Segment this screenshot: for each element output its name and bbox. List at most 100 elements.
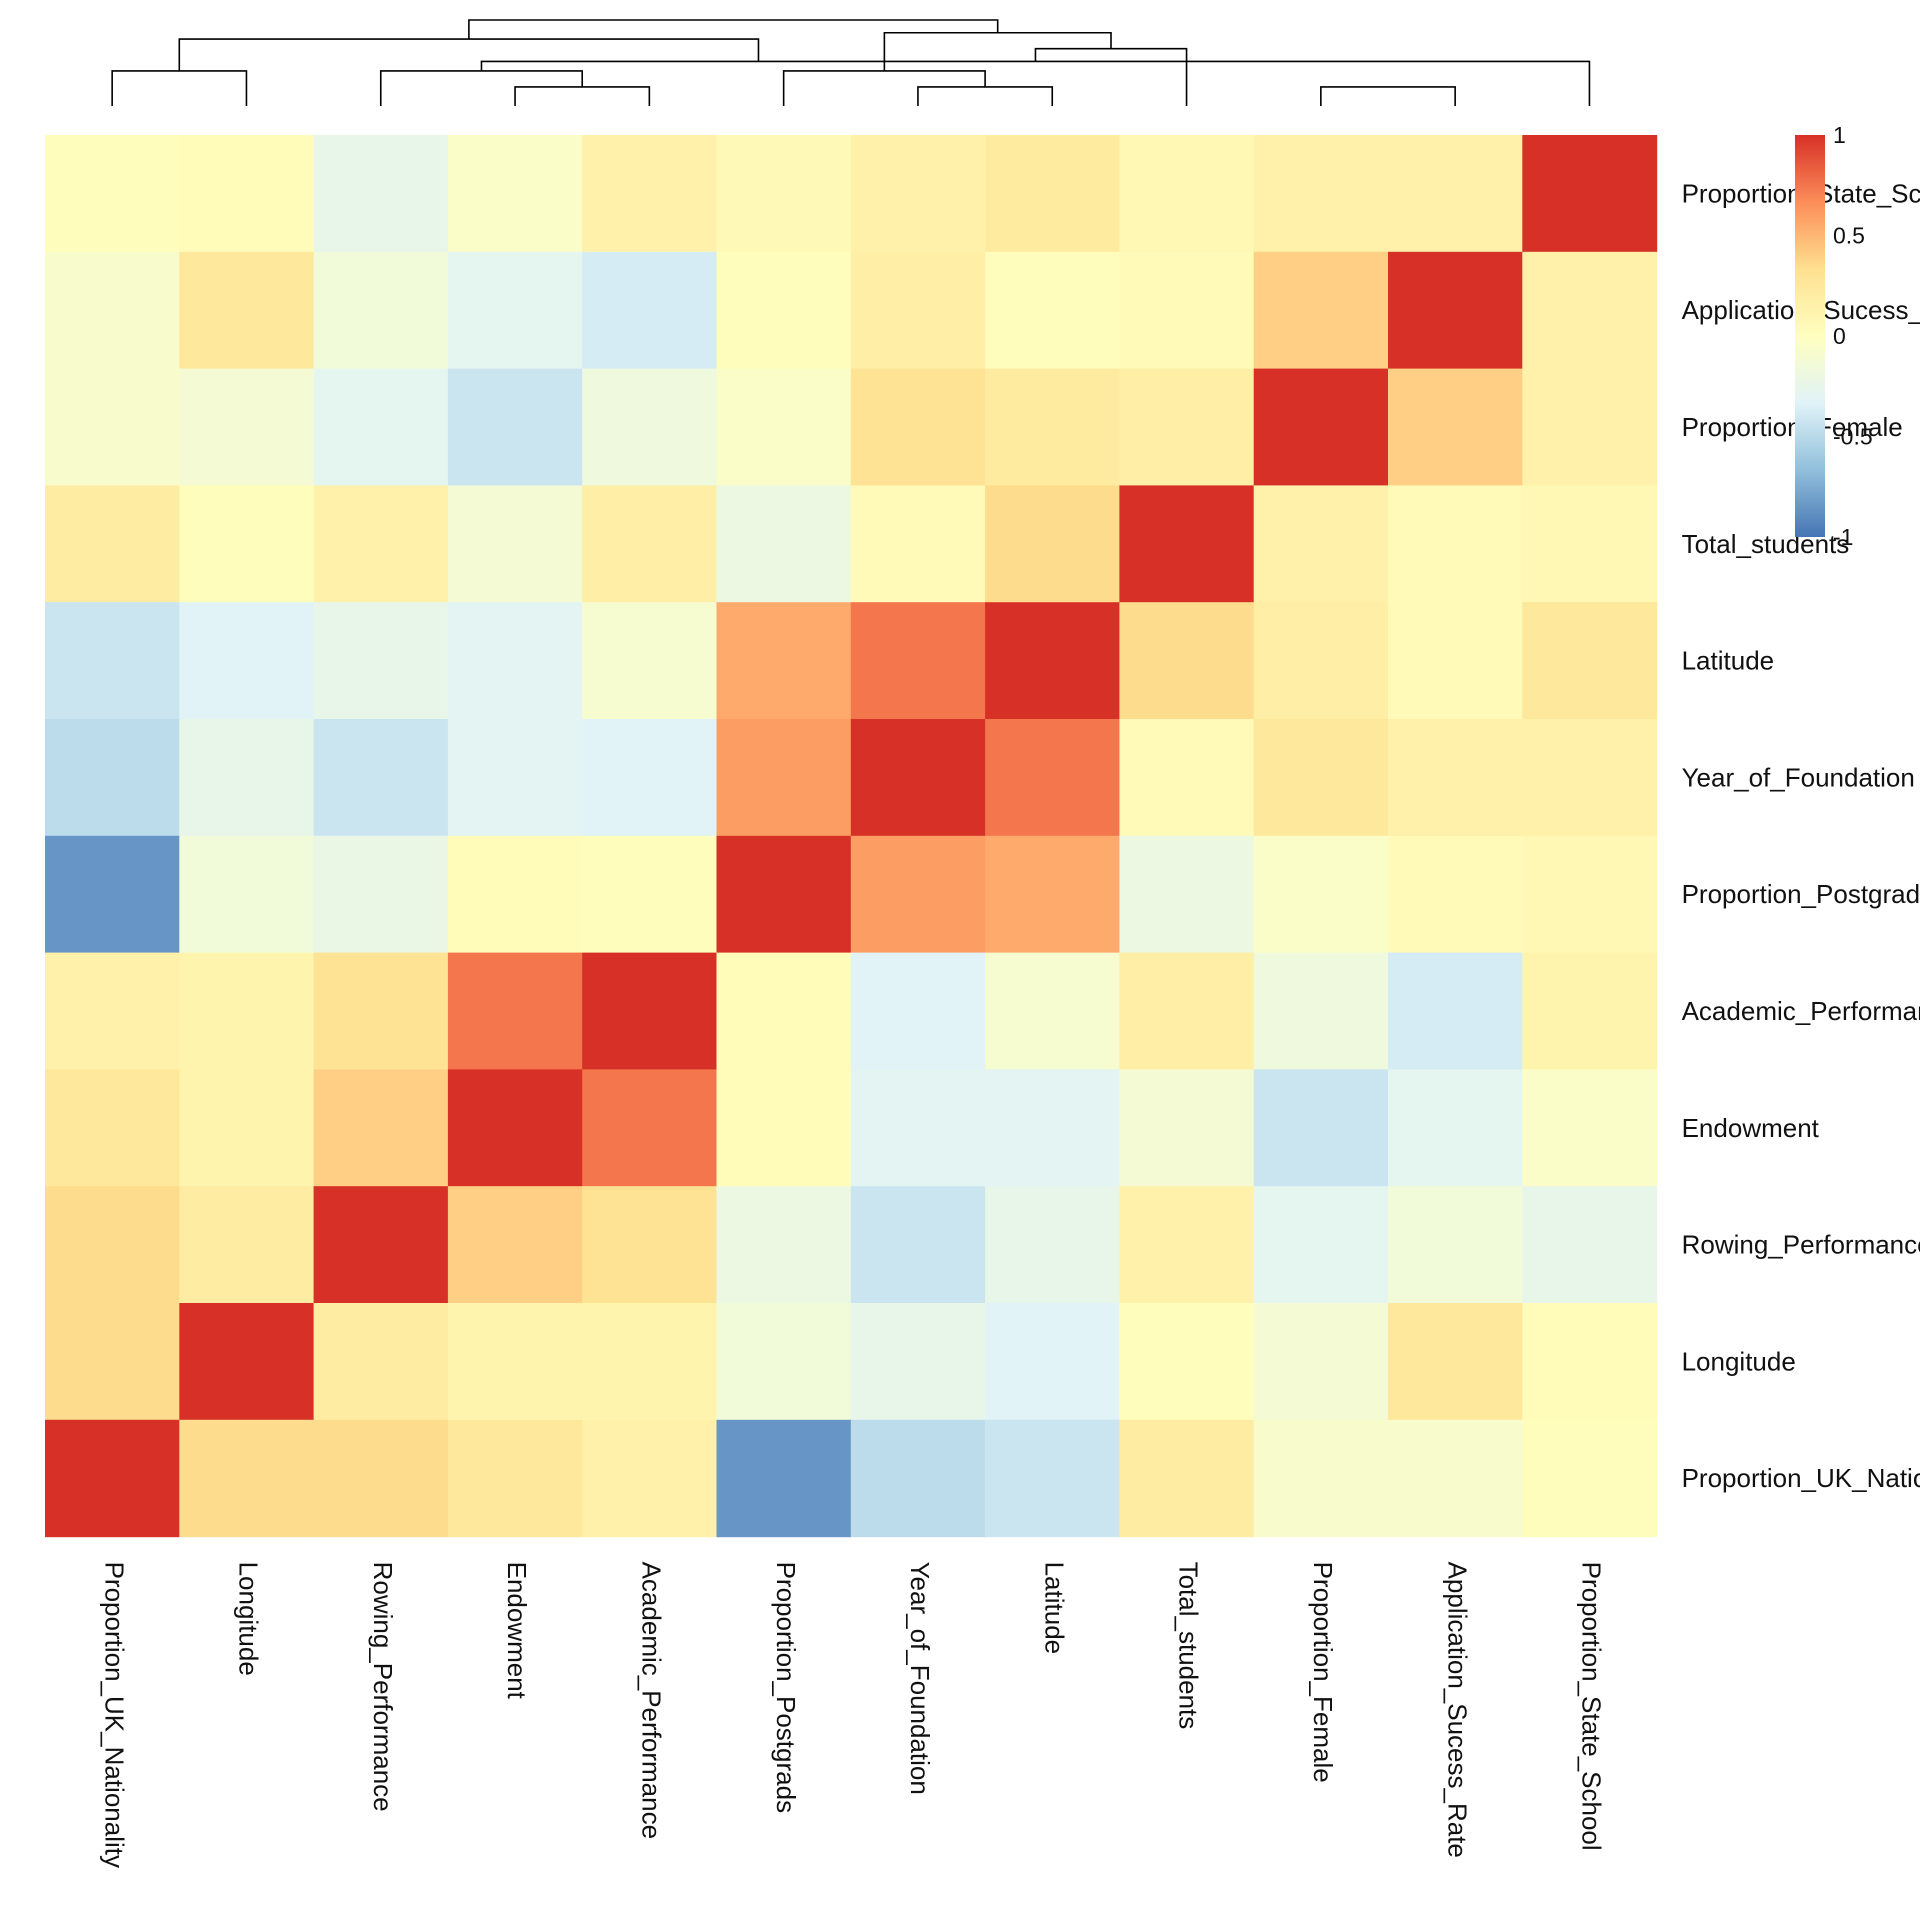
heatmap-cell-latitude-proportion-female [1253, 602, 1389, 720]
dendrogram-branch-8 [1034, 47, 1188, 106]
column-label-longitude: Longitude [234, 1562, 264, 1676]
heatmap-cell-proportion-uk-nationality-academic-performance [582, 1419, 718, 1538]
heatmap-cell-proportion-female-proportion-female [1253, 368, 1389, 486]
row-label-proportion-uk-nationality: Proportion_UK_Nationality [1682, 1463, 1920, 1493]
heatmap-cell-proportion-postgrads-latitude [985, 835, 1120, 954]
heatmap-cell-longitude-year-of-foundation [850, 1303, 986, 1421]
heatmap-cell-proportion-uk-nationality-longitude [179, 1419, 315, 1538]
heatmap-cell-proportion-postgrads-application-sucess-rate [1388, 835, 1523, 954]
heatmap-cell-proportion-uk-nationality-proportion-state-school [1522, 1419, 1658, 1538]
heatmap-cell-rowing-performance-proportion-postgrads [716, 1186, 852, 1304]
heatmap-cell-proportion-state-school-academic-performance [582, 135, 718, 253]
heatmap-cell-total-students-academic-performance [582, 485, 718, 603]
dendrogram-branch-6 [379, 70, 583, 106]
heatmap-cell-application-sucess-rate-endowment [447, 251, 583, 370]
column-label-proportion-uk-nationality: Proportion_UK_Nationality [99, 1562, 129, 1868]
heatmap-cell-year-of-foundation-academic-performance [582, 719, 718, 837]
heatmap-cell-total-students-year-of-foundation [850, 485, 986, 603]
dendrogram-branch-4 [111, 70, 248, 106]
heatmap-cell-year-of-foundation-rowing-performance [313, 719, 449, 837]
legend-tick-label: -0.5 [1833, 424, 1873, 450]
heatmap-cell-application-sucess-rate-year-of-foundation [850, 251, 986, 370]
heatmap-cell-proportion-uk-nationality-year-of-foundation [850, 1419, 986, 1538]
heatmap-cell-proportion-postgrads-longitude [179, 835, 315, 954]
column-label-application-sucess-rate: Application_Sucess_Rate [1442, 1562, 1472, 1858]
legend-tick-label: -1 [1833, 524, 1853, 550]
heatmap-cell-proportion-postgrads-proportion-female [1253, 835, 1389, 954]
heatmap-cell-rowing-performance-latitude [985, 1186, 1120, 1304]
heatmap-cell-endowment-proportion-uk-nationality [45, 1069, 180, 1187]
heatmap-cell-rowing-performance-rowing-performance [313, 1186, 449, 1304]
heatmap-cell-longitude-rowing-performance [313, 1303, 449, 1421]
heatmap-cell-year-of-foundation-proportion-state-school [1522, 719, 1658, 837]
heatmap-cell-application-sucess-rate-proportion-uk-nationality [45, 251, 180, 370]
heatmap-cell-total-students-proportion-uk-nationality [45, 485, 180, 603]
column-label-academic-performance: Academic_Performance [636, 1562, 666, 1839]
heatmap-cell-endowment-application-sucess-rate [1388, 1069, 1523, 1187]
heatmap-cell-proportion-female-total-students [1119, 368, 1255, 486]
heatmap-cell-total-students-longitude [179, 485, 315, 603]
heatmap-cell-proportion-female-latitude [985, 368, 1120, 486]
heatmap-cell-proportion-female-application-sucess-rate [1388, 368, 1523, 486]
legend-color-bar [1795, 135, 1825, 537]
heatmap-cell-year-of-foundation-total-students [1119, 719, 1255, 837]
column-label-proportion-state-school: Proportion_State_School [1577, 1562, 1607, 1851]
dendrogram-branch-7 [480, 60, 1591, 106]
heatmap-cell-endowment-proportion-female [1253, 1069, 1389, 1187]
heatmap-cell-total-students-proportion-state-school [1522, 485, 1658, 603]
heatmap-cell-academic-performance-proportion-state-school [1522, 952, 1658, 1070]
heatmap-cell-academic-performance-proportion-female [1253, 952, 1389, 1070]
heatmap-cell-application-sucess-rate-longitude [179, 251, 315, 370]
column-label-year-of-foundation: Year_of_Foundation [905, 1562, 935, 1795]
heatmap-cell-total-students-application-sucess-rate [1388, 485, 1523, 603]
heatmap-cell-academic-performance-application-sucess-rate [1388, 952, 1523, 1070]
heatmap-cell-longitude-endowment [447, 1303, 583, 1421]
heatmap-cell-rowing-performance-total-students [1119, 1186, 1255, 1304]
heatmap-cell-rowing-performance-proportion-female [1253, 1186, 1389, 1304]
heatmap-cell-longitude-latitude [985, 1303, 1120, 1421]
heatmap-cell-longitude-longitude [179, 1303, 315, 1421]
heatmap-cell-academic-performance-proportion-postgrads [716, 952, 852, 1070]
legend-tick-label: 0.5 [1833, 223, 1865, 249]
dendrogram-branch-3 [1320, 86, 1456, 106]
heatmap-cell-latitude-latitude [985, 602, 1120, 720]
heatmap-cell-rowing-performance-proportion-uk-nationality [45, 1186, 180, 1304]
heatmap-cell-proportion-female-longitude [179, 368, 315, 486]
heatmap-cell-total-students-rowing-performance [313, 485, 449, 603]
row-label-proportion-female: Proportion_Female [1682, 412, 1903, 442]
heatmap-cell-year-of-foundation-year-of-foundation [850, 719, 986, 837]
heatmap-cell-application-sucess-rate-proportion-postgrads [716, 251, 852, 370]
heatmap-cell-longitude-total-students [1119, 1303, 1255, 1421]
dendrogram-branch-9 [178, 38, 760, 71]
heatmap-cell-proportion-state-school-longitude [179, 135, 315, 253]
heatmap-cell-longitude-academic-performance [582, 1303, 718, 1421]
heatmap-cell-proportion-postgrads-academic-performance [582, 835, 718, 954]
heatmap-cell-proportion-female-proportion-uk-nationality [45, 368, 180, 486]
heatmap-cell-proportion-postgrads-proportion-state-school [1522, 835, 1658, 954]
heatmap-cell-proportion-postgrads-rowing-performance [313, 835, 449, 954]
heatmap-cell-academic-performance-longitude [179, 952, 315, 1070]
heatmap-cell-proportion-state-school-endowment [447, 135, 583, 253]
heatmap-cell-rowing-performance-proportion-state-school [1522, 1186, 1658, 1304]
heatmap-cell-rowing-performance-academic-performance [582, 1186, 718, 1304]
heatmap-cell-application-sucess-rate-proportion-female [1253, 251, 1389, 370]
heatmap-cell-longitude-proportion-postgrads [716, 1303, 852, 1421]
heatmap-cell-endowment-proportion-postgrads [716, 1069, 852, 1187]
heatmap-cell-proportion-state-school-year-of-foundation [850, 135, 986, 253]
heatmap-cell-academic-performance-endowment [447, 952, 583, 1070]
heatmap-cell-year-of-foundation-proportion-uk-nationality [45, 719, 180, 837]
heatmap-cell-proportion-state-school-proportion-state-school [1522, 135, 1658, 253]
dendrogram-branch-5 [782, 70, 986, 106]
heatmap-cell-latitude-longitude [179, 602, 315, 720]
heatmap-cell-proportion-state-school-rowing-performance [313, 135, 449, 253]
heatmap-cell-academic-performance-rowing-performance [313, 952, 449, 1070]
heatmap-cell-endowment-academic-performance [582, 1069, 718, 1187]
heatmap-cell-proportion-postgrads-endowment [447, 835, 583, 954]
heatmap-cell-proportion-postgrads-year-of-foundation [850, 835, 986, 954]
heatmap-cell-year-of-foundation-application-sucess-rate [1388, 719, 1523, 837]
dendrogram-branch-2 [514, 86, 651, 106]
color-legend: 1 0.5 0 -0.5 -1 [1795, 122, 1873, 550]
heatmap-cell-proportion-uk-nationality-proportion-female [1253, 1419, 1389, 1538]
row-label-rowing-performance: Rowing_Performance [1682, 1230, 1920, 1260]
heatmap-cell-proportion-postgrads-total-students [1119, 835, 1255, 954]
